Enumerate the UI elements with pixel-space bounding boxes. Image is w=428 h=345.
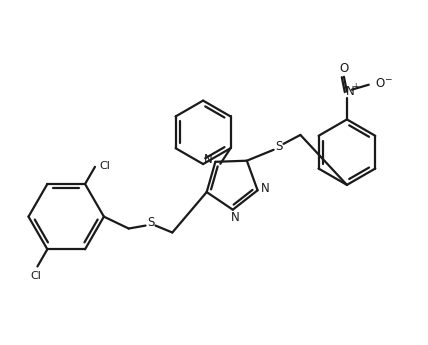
Text: S: S xyxy=(275,140,282,153)
Text: Cl: Cl xyxy=(99,161,110,171)
Text: N: N xyxy=(345,85,354,98)
Text: +: + xyxy=(353,82,359,91)
Text: −: − xyxy=(384,74,391,83)
Text: N: N xyxy=(204,153,213,166)
Text: S: S xyxy=(147,216,154,229)
Text: Cl: Cl xyxy=(30,272,41,282)
Text: O: O xyxy=(339,62,348,75)
Text: O: O xyxy=(375,77,384,90)
Text: N: N xyxy=(230,211,239,224)
Text: N: N xyxy=(261,182,270,195)
